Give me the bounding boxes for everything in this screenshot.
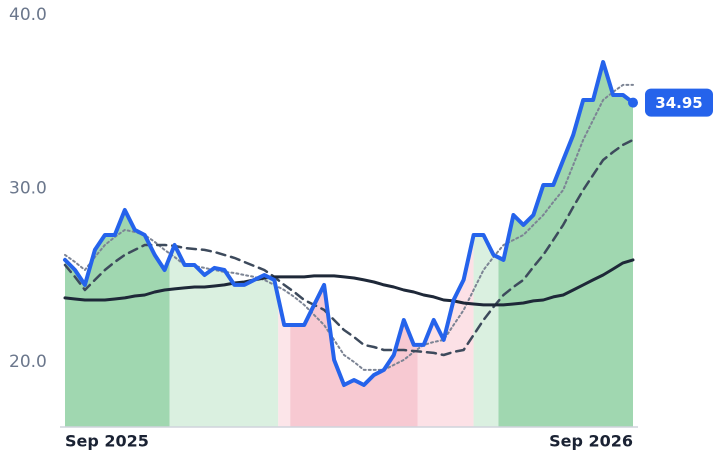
zone [473, 234, 499, 427]
series-line [63, 258, 635, 307]
last-value-label: 34.95 [655, 94, 702, 112]
x-tick-label: Sep 2025 [65, 432, 149, 451]
series-line [63, 60, 635, 387]
zone [278, 297, 291, 427]
zone [65, 209, 170, 427]
zone [498, 62, 633, 428]
last-point [628, 97, 638, 108]
zone [169, 245, 279, 427]
y-tick-label: 20.0 [9, 352, 47, 372]
y-tick-label: 40.0 [9, 5, 47, 25]
last-value-badge [645, 88, 713, 117]
y-tick-label: 30.0 [9, 178, 47, 198]
zone [417, 234, 474, 427]
zone [290, 284, 418, 427]
series-line [63, 138, 635, 357]
x-tick-label: Sep 2026 [549, 432, 633, 451]
